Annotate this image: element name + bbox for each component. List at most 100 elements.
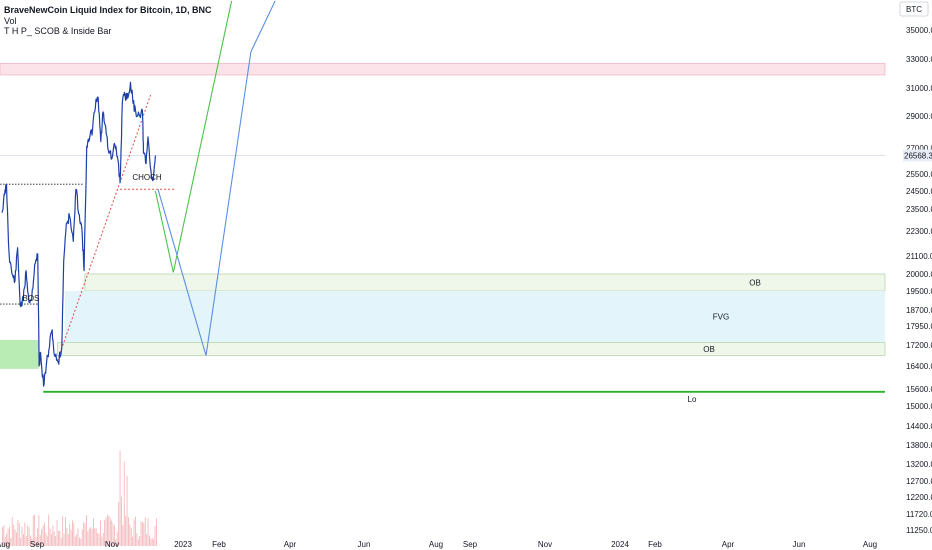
order-block-upper [84,273,886,292]
y-axis-tick-label: 11250.00 [906,526,932,535]
x-axis-tick-label: Apr [722,540,735,549]
volume-bar [35,536,37,546]
volume-bar [37,528,38,546]
volume-bar [59,530,61,546]
volume-bar [21,527,23,546]
volume-bar [104,520,106,546]
volume-bar [80,538,82,546]
volume-bar [102,533,104,546]
y-axis-tick-label: 23500.00 [906,205,932,214]
volume-bar [107,514,108,546]
volume-bar [129,524,131,546]
volume-bar [121,496,122,546]
volume-bar [74,536,76,546]
volume-layer [2,450,157,546]
indicator-volume-label[interactable]: Vol [4,15,17,26]
bos-label: BOS [23,294,40,303]
y-axis-tick-label: 12200.00 [906,493,932,502]
volume-bar [67,533,69,546]
x-axis-tick-label: Jun [793,540,806,549]
volume-bar [48,514,50,546]
y-axis-tick-label: 17200.00 [906,341,932,350]
x-axis-tick-label: Aug [863,540,877,549]
volume-bar [93,518,94,546]
y-axis-tick-label: 17950.00 [906,322,932,331]
volume-bar [101,536,103,546]
volume-bar [149,535,150,546]
volume-bar [111,520,113,546]
fvg-label: FVG [713,313,729,322]
volume-bar [42,525,44,546]
volume-bar [132,536,134,546]
currency-badge[interactable] [899,1,929,17]
volume-bar [63,533,65,546]
volume-bar [98,533,100,546]
y-axis-tick-label: 12700.00 [906,477,932,486]
volume-bar [73,523,75,546]
volume-bar [154,526,156,546]
volume-bar [76,534,78,546]
volume-bar [7,528,9,546]
fair-value-gap [64,291,885,343]
volume-bar [108,515,110,546]
y-axis-tick-label: 19500.00 [906,287,932,296]
chart-legend: BraveNewCoin Liquid Index for Bitcoin, 1… [4,5,212,37]
volume-bar [139,536,141,546]
volume-bar [118,502,120,546]
indicator-scob-label[interactable]: T H P_ SCOB & Inside Bar [4,26,112,36]
y-axis-tick-label: 20000.00 [906,270,932,279]
volume-bar [65,517,66,546]
order-block-lower [56,342,886,356]
y-axis-tick-label: 13200.00 [906,460,932,469]
volume-bar [97,533,99,546]
volume-bar [3,525,5,546]
volume-bar [87,531,89,546]
x-axis-tick-label: 2023 [174,540,192,549]
volume-bar [151,537,153,546]
volume-bar [30,535,31,546]
volume-bar [84,523,86,546]
volume-bar [95,528,97,546]
order-block-upper-label: OB [749,279,761,288]
volume-bar [125,516,127,546]
volume-bar [10,538,12,546]
y-axis-tick-label: 14400.00 [906,422,932,431]
volume-bar [112,523,114,546]
volume-bar [41,529,43,546]
supply-zone [0,62,886,76]
volume-bar [109,517,111,546]
volume-bar [83,522,85,546]
volume-bar [34,514,36,546]
volume-bar [14,529,16,546]
volume-bar [32,515,34,546]
volume-bar [56,519,58,546]
y-axis-tick-label: 31000.00 [906,84,932,93]
x-axis-tick-label: Nov [105,540,119,549]
volume-bar [16,532,17,546]
y-axis-tick-label: 33000.00 [906,55,932,64]
volume-bar [94,528,96,546]
symbol-title[interactable]: BraveNewCoin Liquid Index for Bitcoin, 1… [4,5,212,15]
projection-green-path [154,0,233,273]
order-block-lower-label: OB [703,345,715,354]
y-axis-tick-label: 29000.00 [906,112,932,121]
volume-bar [123,461,125,546]
volume-bar [11,517,13,546]
x-axis-tick-label: Jun [358,540,371,549]
x-axis-tick-label: Aug [429,540,443,549]
y-axis-tick-label: 24500.00 [906,187,932,196]
x-axis-tick-label: Feb [648,540,662,549]
volume-bar [153,539,155,546]
volume-bar [66,527,68,546]
y-axis-tick-label: 13800.00 [906,441,932,450]
y-axis-tick-label: 16400.00 [906,362,932,371]
volume-bar [27,525,29,546]
volume-bar [150,539,152,546]
volume-bar [9,526,10,546]
volume-bar [115,539,117,546]
volume-bar [70,529,72,546]
volume-bar [2,527,3,546]
volume-bar [146,534,148,546]
volume-bar [58,530,59,546]
